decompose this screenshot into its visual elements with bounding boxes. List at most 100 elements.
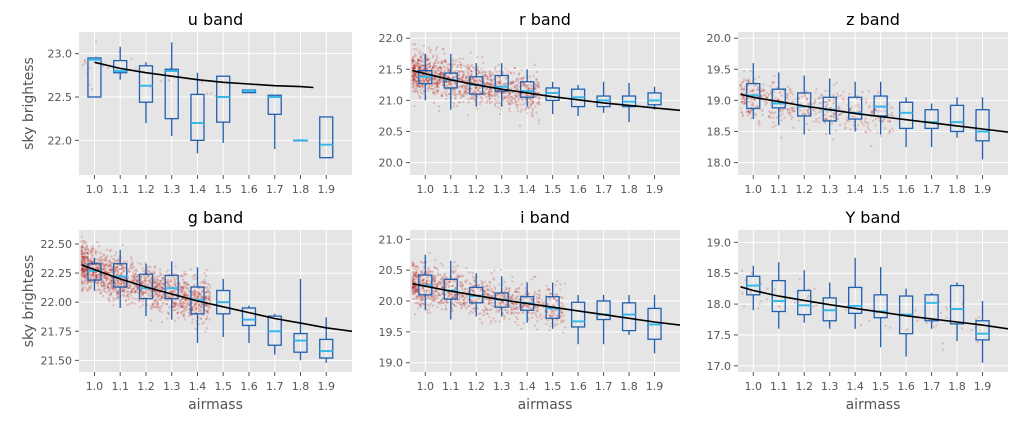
scatter-point xyxy=(501,301,504,303)
scatter-point xyxy=(827,98,830,101)
scatter-point xyxy=(526,85,529,88)
scatter-point xyxy=(82,256,84,259)
scatter-point xyxy=(499,82,502,84)
scatter-point xyxy=(82,256,85,259)
scatter-point xyxy=(482,62,485,64)
scatter-point xyxy=(131,261,134,264)
scatter-point xyxy=(193,290,196,293)
scatter-point xyxy=(483,84,486,86)
scatter-point xyxy=(515,302,518,305)
scatter-point xyxy=(490,88,493,91)
scatter-point xyxy=(466,293,469,296)
scatter-point xyxy=(97,280,100,283)
scatter-point xyxy=(97,257,100,260)
scatter-point xyxy=(437,73,440,76)
scatter-point xyxy=(90,281,93,284)
box-body xyxy=(267,94,282,115)
scatter-point xyxy=(421,261,424,264)
scatter-point xyxy=(421,73,424,76)
x-tick-label: 1.3 xyxy=(163,183,181,196)
scatter-point xyxy=(517,79,519,82)
scatter-point xyxy=(425,261,428,264)
scatter-point xyxy=(188,307,191,310)
scatter-point xyxy=(157,302,160,305)
scatter-point xyxy=(411,74,414,77)
scatter-point xyxy=(824,105,827,108)
scatter-point xyxy=(126,290,129,293)
scatter-point xyxy=(818,121,821,124)
scatter-point xyxy=(465,77,468,80)
scatter-point xyxy=(82,272,85,275)
scatter-point xyxy=(86,256,89,259)
scatter-point xyxy=(421,74,424,77)
scatter-point xyxy=(740,101,743,104)
scatter-point xyxy=(416,80,419,83)
x-tick-label: 1.6 xyxy=(569,183,587,196)
scatter-point xyxy=(120,280,122,283)
scatter-point xyxy=(153,282,156,285)
scatter-point xyxy=(160,305,163,308)
scatter-point xyxy=(554,309,557,312)
scatter-point xyxy=(533,86,536,89)
scatter-point xyxy=(114,284,117,287)
scatter-point xyxy=(485,292,488,295)
scatter-point xyxy=(197,291,200,294)
scatter-point xyxy=(110,279,113,282)
scatter-point xyxy=(505,91,508,94)
scatter-point xyxy=(141,267,144,270)
scatter-point xyxy=(506,76,509,79)
scatter-point xyxy=(481,284,484,287)
scatter-point xyxy=(469,88,472,91)
scatter-point xyxy=(491,100,493,103)
scatter-point xyxy=(438,66,441,69)
x-tick-label: 1.9 xyxy=(646,183,664,196)
scatter-point xyxy=(140,283,143,286)
scatter-point xyxy=(98,276,101,279)
scatter-point xyxy=(411,278,414,281)
scatter-point xyxy=(104,284,107,287)
scatter-point xyxy=(84,275,86,278)
scatter-point xyxy=(121,288,124,291)
scatter-point xyxy=(114,287,117,290)
scatter-point xyxy=(124,300,127,302)
scatter-point xyxy=(515,315,518,318)
scatter-point xyxy=(101,261,104,264)
scatter-point xyxy=(108,271,111,274)
scatter-point xyxy=(430,68,432,71)
scatter-point xyxy=(500,294,503,297)
scatter-point xyxy=(411,287,414,290)
scatter-point xyxy=(549,325,552,328)
scatter-point xyxy=(520,79,523,82)
scatter-point xyxy=(467,87,470,89)
scatter-point xyxy=(469,78,472,81)
scatter-point xyxy=(110,268,113,271)
scatter-point xyxy=(144,292,147,295)
scatter-point xyxy=(412,265,415,268)
y-tick-label: 21.0 xyxy=(379,94,404,107)
scatter-point xyxy=(157,295,160,297)
scatter-point xyxy=(185,298,188,301)
scatter-point xyxy=(482,78,485,81)
scatter-point xyxy=(419,66,422,69)
scatter-point xyxy=(445,81,448,84)
scatter-point xyxy=(131,275,133,278)
scatter-point xyxy=(104,274,107,277)
scatter-point xyxy=(532,100,535,103)
scatter-point xyxy=(422,279,424,282)
scatter-point xyxy=(493,93,496,96)
scatter-point xyxy=(451,91,454,94)
scatter-point xyxy=(133,288,136,291)
scatter-point xyxy=(520,92,523,95)
scatter-point xyxy=(748,109,750,112)
scatter-point xyxy=(84,246,87,249)
scatter-point xyxy=(154,281,156,283)
scatter-point xyxy=(538,103,541,106)
scatter-point xyxy=(192,296,195,299)
scatter-point xyxy=(130,258,133,260)
scatter-point xyxy=(426,276,429,279)
scatter-point xyxy=(460,63,463,66)
scatter-point xyxy=(150,276,153,279)
scatter-point xyxy=(551,310,554,313)
scatter-point xyxy=(450,300,453,303)
scatter-point xyxy=(870,145,873,147)
